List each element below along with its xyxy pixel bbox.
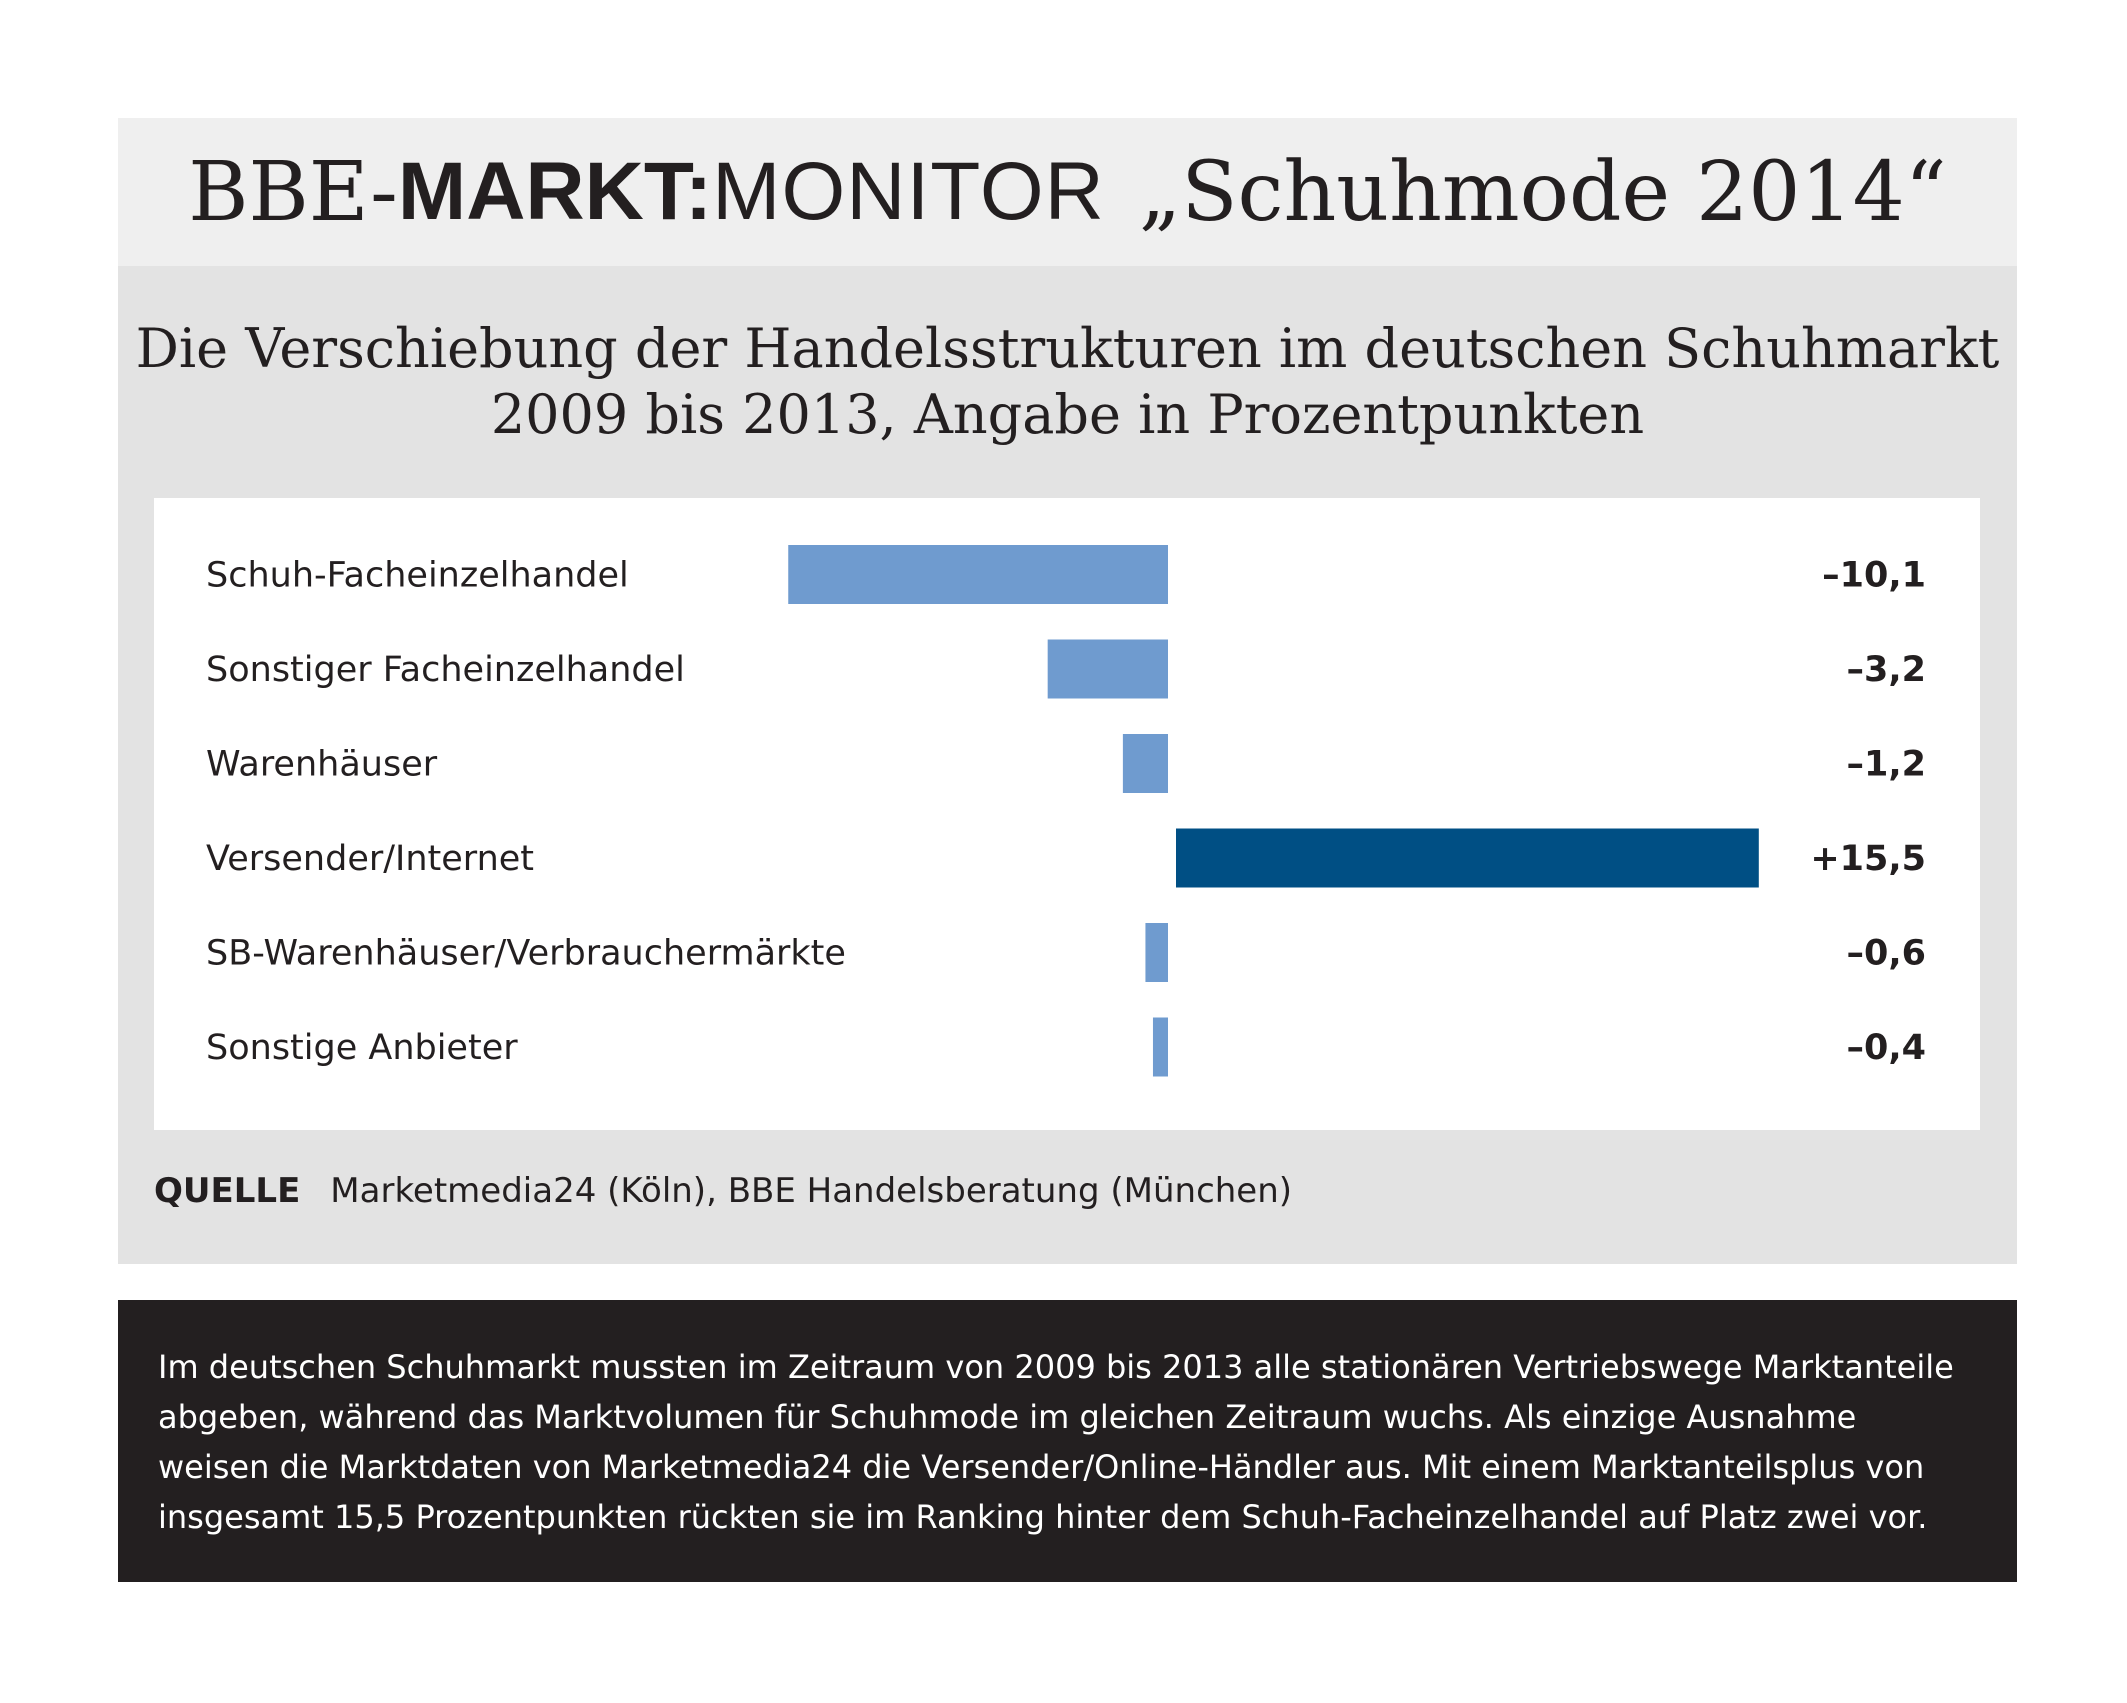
bar <box>788 545 1168 604</box>
value-label: +15,5 <box>1810 839 1926 879</box>
summary-text: Im deutschen Schuhmarkt mussten im Zeitr… <box>158 1348 1954 1536</box>
category-label: Schuh-Facheinzelhandel <box>206 556 629 596</box>
category-label: Sonstige Anbieter <box>206 1028 518 1068</box>
header-banner: BBE- MARKT: MONITOR „Schuhmode 2014“ <box>118 118 2017 266</box>
source-text: Marketmedia24 (Köln), BBE Handelsberatun… <box>330 1171 1293 1211</box>
chart-area: Schuh-Facheinzelhandel –10,1 Sonstiger Fac… <box>154 498 1980 1130</box>
subtitle-line-2: 2009 bis 2013, Angabe in Prozentpunkten <box>490 383 1645 446</box>
category-label: Warenhäuser <box>206 745 438 785</box>
bar <box>1176 828 1759 888</box>
category-label: Sonstiger Facheinzelhandel <box>206 650 685 690</box>
bar <box>1145 923 1168 982</box>
value-label: –3,2 <box>1846 650 1926 690</box>
issue-title: „Schuhmode 2014“ <box>1138 144 1947 240</box>
category-label: SB-Warenhäuser/Verbrauchermärkte <box>206 934 846 974</box>
brand-markt: MARKT: <box>397 146 713 237</box>
source-line: QUELLE Marketmedia24 (Köln), BBE Handelsb… <box>154 1171 1292 1211</box>
value-label: –0,4 <box>1846 1028 1926 1068</box>
value-label: –0,6 <box>1846 934 1926 974</box>
brand-monitor: MONITOR <box>712 146 1105 237</box>
brand-bbe: BBE- <box>188 144 398 240</box>
value-label: –10,1 <box>1822 556 1926 596</box>
chart-panel: Die Verschiebung der Handelsstrukturen i… <box>118 266 2017 1264</box>
bar <box>1152 1017 1168 1077</box>
bar <box>1047 639 1168 699</box>
subtitle-line-1: Die Verschiebung der Handelsstrukturen i… <box>135 317 2000 380</box>
summary-box: Im deutschen Schuhmarkt mussten im Zeitr… <box>118 1300 2017 1582</box>
value-label: –1,2 <box>1846 745 1926 785</box>
category-label: Versender/Internet <box>206 839 534 879</box>
chart-subtitle: Die Verschiebung der Handelsstrukturen i… <box>118 316 2017 448</box>
bar-chart: Schuh-Facheinzelhandel –10,1 Sonstiger Fac… <box>206 545 1926 1077</box>
source-label: QUELLE <box>154 1171 301 1211</box>
bar <box>1122 734 1168 793</box>
